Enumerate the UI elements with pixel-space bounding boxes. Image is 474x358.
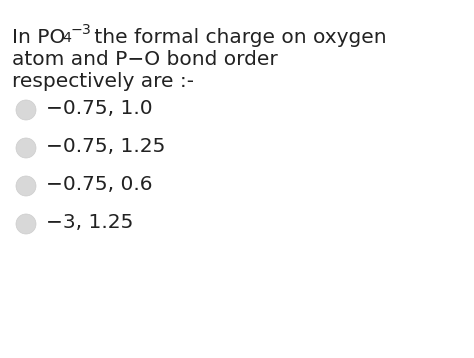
Text: In PO: In PO: [12, 28, 65, 47]
Text: respectively are :-: respectively are :-: [12, 72, 194, 91]
Text: atom and P−O bond order: atom and P−O bond order: [12, 50, 278, 69]
Circle shape: [16, 138, 36, 158]
Text: −3: −3: [71, 23, 92, 37]
Text: −0.75, 1.0: −0.75, 1.0: [46, 100, 153, 118]
Text: −3, 1.25: −3, 1.25: [46, 213, 133, 232]
Text: 4: 4: [62, 31, 71, 45]
Text: −0.75, 0.6: −0.75, 0.6: [46, 175, 153, 194]
Circle shape: [16, 214, 36, 234]
Circle shape: [16, 176, 36, 196]
Circle shape: [16, 100, 36, 120]
Text: −0.75, 1.25: −0.75, 1.25: [46, 137, 165, 156]
Text: the formal charge on oxygen: the formal charge on oxygen: [88, 28, 387, 47]
